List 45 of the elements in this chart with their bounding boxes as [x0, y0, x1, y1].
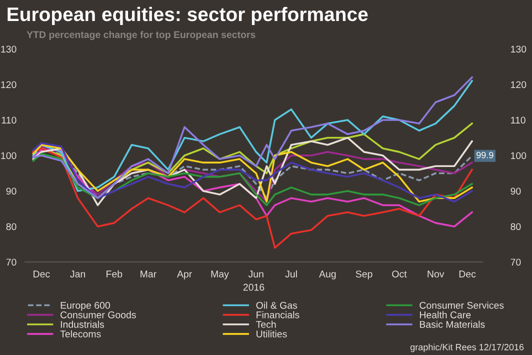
y-tick-label: 120 [1, 81, 16, 88]
line-series [32, 147, 473, 249]
legend-label: Health Care [420, 311, 471, 318]
legend-label: Basic Materials [420, 320, 485, 328]
text: graphic/Kit Rees 12/17/2016 [410, 344, 524, 352]
y-tick-label: 110 [2, 116, 16, 124]
y2-tick-label: 120 [511, 81, 526, 88]
legend-label: Financials [256, 311, 300, 318]
y2-tick-label: 80 [510, 223, 521, 230]
x-tick-label: Jun [248, 270, 264, 278]
y2-tick-label: 70 [510, 258, 521, 266]
y-tick-label: 130 [1, 46, 16, 53]
chart-subtitle: YTD percentage change for top European sectors [26, 30, 256, 40]
x-tick-label: Feb [106, 270, 122, 278]
x-tick-label: Sep [356, 270, 372, 280]
x-tick-label: Aug [319, 270, 336, 280]
legend-label: Telecoms [60, 330, 101, 338]
y-tick-label: 90 [6, 188, 16, 195]
legend-label: Industrials [60, 320, 104, 328]
y2-tick-label: 100 [511, 152, 526, 160]
legend-label: Europe 600 [60, 302, 110, 311]
line-series [32, 152, 473, 206]
x-tick-label: Oct [392, 270, 407, 278]
chart-title: European equities: sector performance [8, 6, 368, 26]
y-tick-label: 80 [6, 223, 16, 230]
y-tick-label: 70 [6, 258, 16, 266]
annotation: 99.9 [476, 152, 494, 158]
y-tick-label: 100 [1, 152, 16, 160]
y2-tick-label: 90 [510, 188, 521, 195]
x-tick-label: Jul [285, 270, 297, 278]
legend-label: Utilities [256, 330, 287, 338]
y2-tick-label: 110 [511, 116, 526, 124]
x-tick-label: Dec [459, 270, 476, 278]
x-tick-label: Jan [70, 270, 85, 278]
legend-label: Tech [256, 320, 276, 328]
legend-label: Consumer Goods [60, 311, 136, 318]
x-tick-label: Dec [34, 270, 50, 278]
legend-label: Oil & Gas [256, 302, 298, 309]
x-tick-label: May [211, 270, 229, 280]
y2-tick-label: 130 [511, 46, 526, 53]
x-axis-title: 2016 [243, 284, 264, 291]
x-tick-label: Mar [140, 270, 156, 278]
x-tick-label: Nov [428, 270, 444, 278]
legend-label: Consumer Services [420, 302, 504, 309]
x-tick-label: Apr [177, 270, 192, 280]
